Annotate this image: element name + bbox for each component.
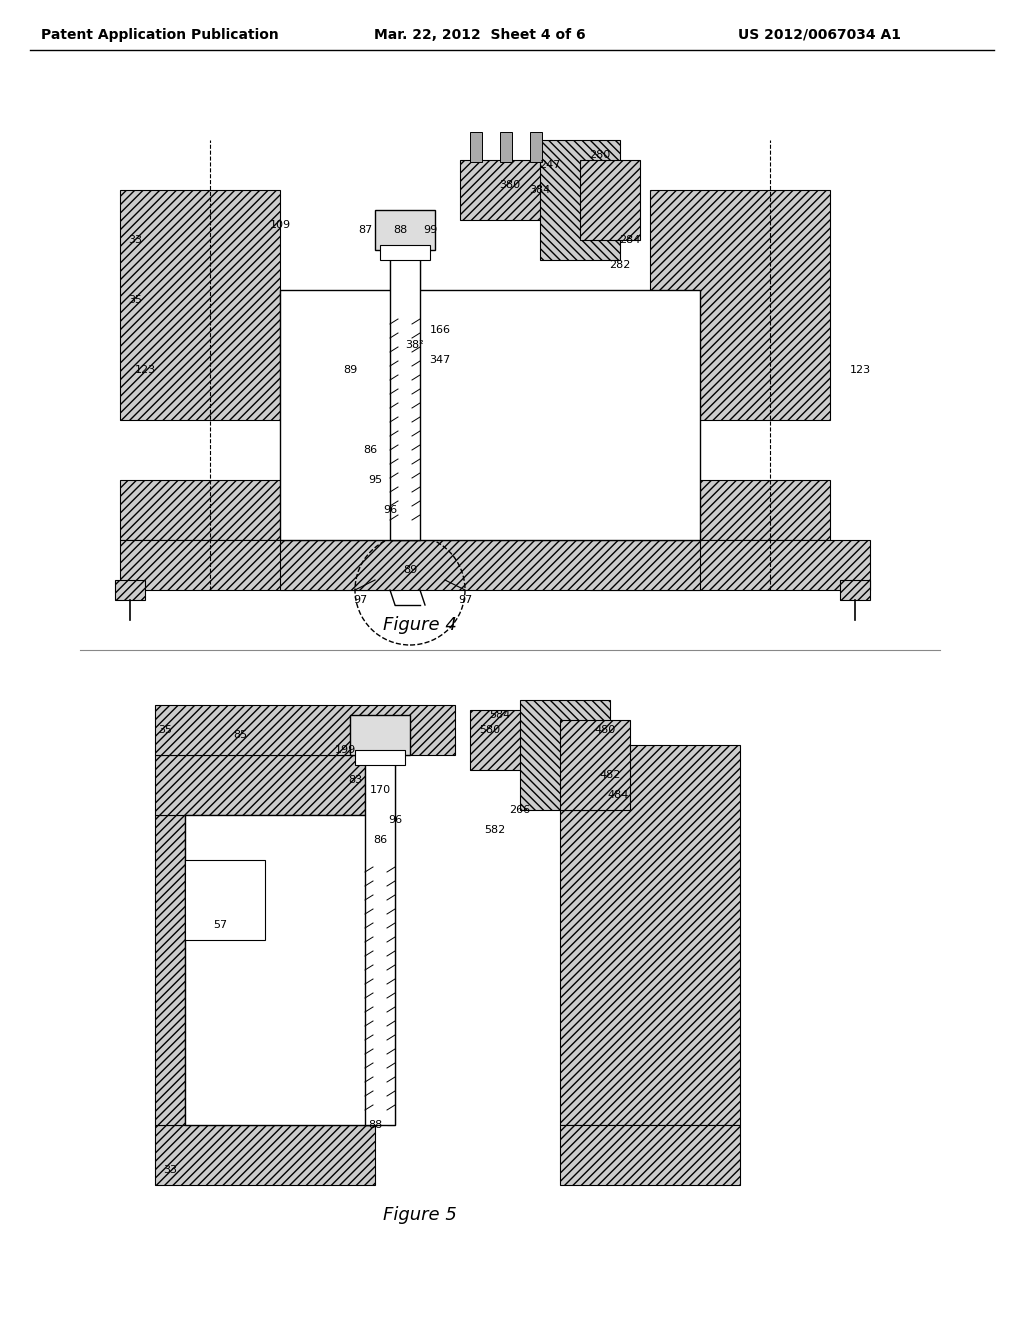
Text: 284: 284 [620, 235, 641, 246]
Bar [560, 719, 630, 810]
Bar [470, 710, 590, 770]
Bar [840, 579, 870, 601]
Bar [560, 1125, 740, 1185]
Text: 109: 109 [269, 220, 291, 230]
Text: 89: 89 [343, 366, 357, 375]
Bar [120, 480, 319, 540]
Bar [540, 140, 620, 260]
Bar [365, 744, 395, 1125]
Text: Patent Application Publication: Patent Application Publication [41, 28, 279, 42]
Text: US 2012/0067034 A1: US 2012/0067034 A1 [738, 28, 901, 42]
Bar [155, 814, 185, 1125]
Text: 97: 97 [458, 595, 472, 605]
Bar [560, 744, 740, 1125]
Text: 580: 580 [479, 725, 501, 735]
Bar [580, 160, 640, 240]
Text: 33: 33 [163, 1166, 177, 1175]
Bar [460, 160, 580, 220]
Text: 86: 86 [373, 836, 387, 845]
Bar [390, 240, 398, 540]
Text: 35: 35 [158, 725, 172, 735]
Text: 38²: 38² [406, 341, 424, 350]
Bar [280, 540, 700, 590]
Bar [650, 190, 830, 420]
Bar [185, 814, 375, 1125]
Text: 582: 582 [484, 825, 506, 836]
Text: 99: 99 [423, 224, 437, 235]
Text: 266: 266 [509, 805, 530, 814]
Bar [500, 132, 512, 162]
Text: 35: 35 [128, 294, 142, 305]
Bar [120, 190, 280, 420]
Text: 282: 282 [609, 260, 631, 271]
Text: Mar. 22, 2012  Sheet 4 of 6: Mar. 22, 2012 Sheet 4 of 6 [374, 28, 586, 42]
Text: 247: 247 [540, 160, 561, 170]
Text: Figure 4: Figure 4 [383, 616, 457, 634]
Bar [115, 579, 145, 601]
Bar [590, 540, 870, 590]
Bar [610, 480, 830, 540]
Text: 347: 347 [429, 355, 451, 366]
Bar [280, 290, 700, 540]
Bar [412, 240, 420, 540]
Bar [470, 132, 482, 162]
Bar [530, 132, 542, 162]
Text: 97: 97 [353, 595, 368, 605]
Text: 88: 88 [393, 224, 408, 235]
Text: 87: 87 [357, 224, 372, 235]
Text: 95: 95 [368, 475, 382, 484]
Text: 380: 380 [500, 180, 520, 190]
Text: 89: 89 [402, 565, 417, 576]
Text: 480: 480 [594, 725, 615, 735]
Text: 166: 166 [429, 325, 451, 335]
Bar [387, 744, 395, 1125]
Text: 199: 199 [335, 744, 355, 755]
Text: 86: 86 [362, 445, 377, 455]
Bar [350, 715, 410, 755]
Bar [520, 700, 610, 810]
Text: 280: 280 [590, 150, 610, 160]
Text: 88: 88 [368, 1119, 382, 1130]
Bar [155, 1125, 375, 1185]
Text: 57: 57 [213, 920, 227, 931]
Bar [185, 861, 265, 940]
Bar [380, 246, 430, 260]
Bar [155, 755, 375, 814]
Bar [120, 540, 400, 590]
Text: 123: 123 [134, 366, 156, 375]
Text: 123: 123 [850, 366, 870, 375]
Text: 170: 170 [370, 785, 390, 795]
Bar [355, 750, 406, 766]
Text: 96: 96 [388, 814, 402, 825]
Text: Figure 5: Figure 5 [383, 1206, 457, 1224]
Text: 384: 384 [529, 185, 551, 195]
Text: 482: 482 [599, 770, 621, 780]
Bar [155, 705, 455, 755]
Text: 96: 96 [383, 506, 397, 515]
Text: 85: 85 [232, 730, 247, 741]
Text: 33: 33 [128, 235, 142, 246]
Text: 484: 484 [607, 789, 629, 800]
Bar [365, 744, 373, 1125]
Bar [390, 240, 420, 540]
Text: 83: 83 [348, 775, 362, 785]
Text: 584: 584 [489, 710, 511, 719]
Bar [375, 210, 435, 249]
